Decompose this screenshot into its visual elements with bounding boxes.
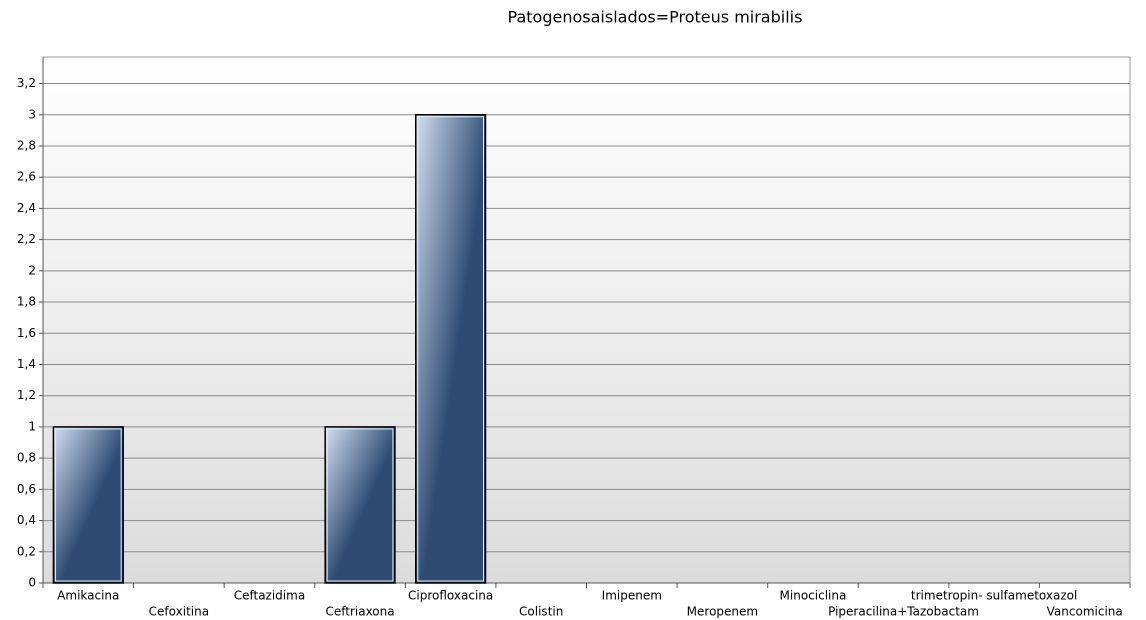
x-tick-label: Colistin xyxy=(519,605,563,619)
x-tick-label: Amikacina xyxy=(57,589,119,603)
bar xyxy=(415,114,487,584)
y-tick-label: 2,2 xyxy=(17,232,36,246)
y-tick-label: 0,6 xyxy=(17,482,36,496)
x-tick-label: trimetropin- sulfametoxazol xyxy=(911,589,1077,603)
y-tick-label: 1,2 xyxy=(17,388,36,402)
y-tick-label: 0,4 xyxy=(17,513,36,527)
y-tick-label: 1,6 xyxy=(17,326,36,340)
x-tick-label: Ceftazidima xyxy=(234,589,305,603)
bar-highlight xyxy=(326,428,394,582)
y-tick-label: 2 xyxy=(28,263,36,277)
y-tick-label: 2,6 xyxy=(17,170,36,184)
bar-highlight xyxy=(54,428,122,582)
x-tick-label: Imipenem xyxy=(602,589,662,603)
x-tick-label: Minociclina xyxy=(780,589,847,603)
y-tick-label: 2,8 xyxy=(17,138,36,152)
y-tick-label: 1,8 xyxy=(17,295,36,309)
y-tick-label: 3,2 xyxy=(17,76,36,90)
y-tick-label: 0,8 xyxy=(17,451,36,465)
x-tick-label: Piperacilina+Tazobactam xyxy=(828,605,979,619)
y-tick-label: 1 xyxy=(28,419,36,433)
y-tick-label: 0,2 xyxy=(17,544,36,558)
y-tick-label: 1,4 xyxy=(17,357,36,371)
y-tick-label: 3 xyxy=(28,107,36,121)
plot-area xyxy=(42,56,1131,584)
y-tick-label: 2,4 xyxy=(17,201,36,215)
x-tick-label: Vancomicina xyxy=(1047,605,1123,619)
chart-title: Patogenosaislados=Proteus mirabilis xyxy=(508,8,803,27)
bar-highlight xyxy=(417,116,484,582)
x-tick-label: Ceftriaxona xyxy=(325,605,394,619)
x-tick-label: Cefoxitina xyxy=(149,605,209,619)
x-tick-label: Meropenem xyxy=(687,605,758,619)
x-tick-label: Ciprofloxacina xyxy=(408,589,493,603)
bar xyxy=(52,426,124,584)
y-tick-label: 0 xyxy=(28,576,36,590)
bar xyxy=(324,426,396,584)
